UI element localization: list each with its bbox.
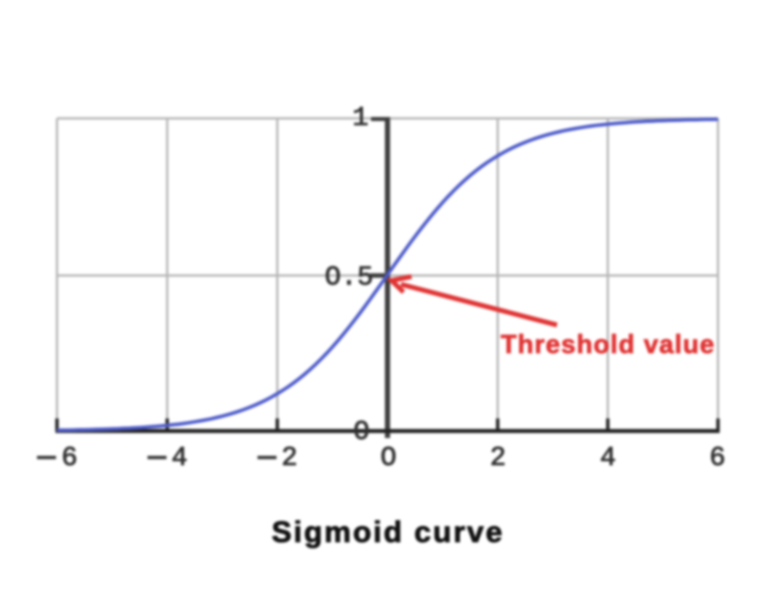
svg-text:O.5: O.5 [325,264,374,294]
svg-text:2: 2 [490,444,506,474]
svg-text:Sigmoid curve: Sigmoid curve [272,516,505,549]
svg-text:4: 4 [171,444,187,474]
svg-text:O: O [353,418,369,448]
svg-text:O: O [380,444,396,474]
svg-text:1: 1 [352,104,368,134]
svg-text:2: 2 [281,444,297,474]
svg-text:Threshold value: Threshold value [501,329,715,359]
svg-text:6: 6 [709,444,725,474]
svg-text:6: 6 [61,444,77,474]
svg-text:4: 4 [600,444,616,474]
